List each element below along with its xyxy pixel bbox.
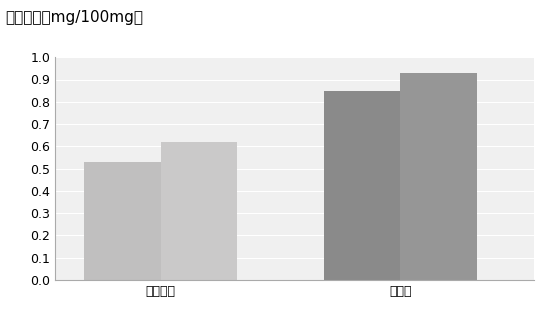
- Bar: [160, 142, 237, 280]
- Bar: [323, 91, 400, 280]
- Bar: [84, 162, 160, 280]
- Text: 三萜含量（mg/100mg）: 三萜含量（mg/100mg）: [6, 10, 143, 24]
- Bar: [400, 73, 477, 280]
